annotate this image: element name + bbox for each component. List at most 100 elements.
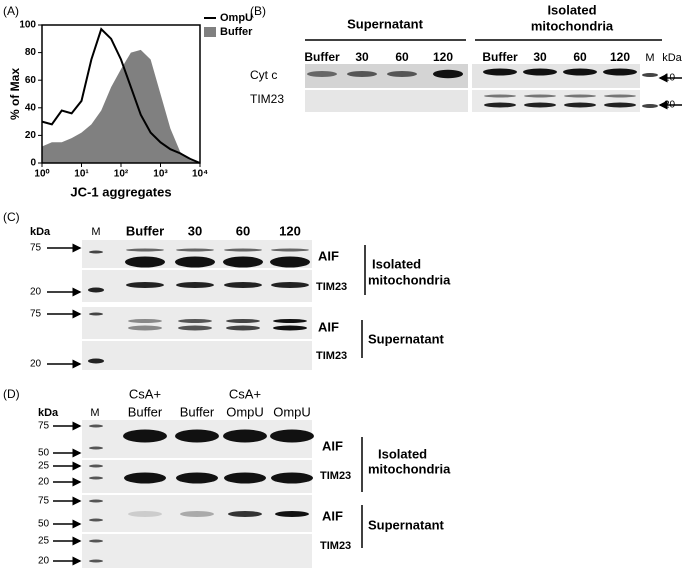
band — [89, 518, 103, 522]
band — [125, 256, 165, 268]
band — [273, 325, 307, 331]
line — [41, 27, 201, 164]
size-label: 50 — [38, 519, 50, 530]
lane-label: Buffer — [126, 223, 164, 238]
band — [270, 429, 314, 443]
area — [42, 49, 200, 164]
band — [226, 319, 260, 323]
band — [564, 94, 596, 98]
blot — [305, 90, 468, 112]
row-label: TIM23 — [250, 92, 284, 106]
legend-label: Buffer — [220, 26, 253, 38]
size-label: 25 — [38, 536, 50, 547]
band — [226, 325, 260, 331]
band — [484, 102, 516, 108]
size-label: 75 — [38, 421, 50, 432]
size-label: 20 — [38, 556, 50, 567]
blot — [82, 534, 312, 568]
band — [307, 71, 337, 77]
group-label: Supernatant — [368, 517, 445, 532]
row-label: AIF — [318, 319, 339, 334]
band — [89, 446, 103, 450]
band — [275, 511, 309, 517]
y-tick-label: 40 — [25, 102, 37, 113]
group-label: mitochondria — [531, 18, 614, 33]
row-label: AIF — [318, 248, 339, 263]
band — [176, 472, 218, 484]
unit-label: kDa — [30, 226, 51, 238]
band — [524, 94, 556, 98]
y-axis-title: % of Max — [8, 68, 22, 120]
size-label: 10 — [664, 73, 676, 84]
row-label: Cyt c — [250, 68, 277, 82]
x-axis-title: JC-1 aggregates — [70, 184, 171, 199]
band — [126, 282, 164, 288]
band — [128, 325, 162, 331]
lane-label: Buffer — [128, 404, 163, 419]
band — [89, 464, 103, 468]
lane-label: 30 — [355, 50, 369, 64]
blot — [82, 307, 312, 339]
y-tick-label: 60 — [25, 75, 37, 86]
size-label: 75 — [30, 309, 42, 320]
band — [224, 248, 262, 252]
lane-label: M — [91, 226, 100, 238]
group-label: Isolated — [378, 446, 427, 461]
size-label: 75 — [38, 496, 50, 507]
x-tick-label: 10⁰ — [34, 169, 49, 180]
size-label: 20 — [38, 477, 50, 488]
lane-label: 120 — [610, 50, 630, 64]
band — [223, 429, 267, 443]
x-tick-label: 10³ — [153, 169, 168, 180]
band — [123, 429, 167, 443]
band — [89, 312, 103, 316]
band — [484, 94, 516, 98]
band — [224, 282, 262, 288]
row-label: TIM23 — [316, 281, 347, 293]
lane-label: OmpU — [273, 404, 311, 419]
band — [273, 319, 307, 323]
lane-label: M — [645, 52, 654, 64]
band — [523, 68, 557, 76]
band — [223, 256, 263, 268]
y-tick-label: 80 — [25, 47, 37, 58]
x-tick-label: 10¹ — [74, 169, 89, 180]
size-label: 75 — [30, 243, 42, 254]
group-label: mitochondria — [368, 461, 451, 476]
size-label: 50 — [38, 448, 50, 459]
band — [89, 250, 103, 254]
size-label: 25 — [38, 461, 50, 472]
group-label: Supernatant — [347, 16, 424, 31]
band — [89, 499, 103, 503]
band — [175, 429, 219, 443]
band — [124, 472, 166, 484]
band — [126, 248, 164, 252]
band — [433, 69, 463, 79]
band — [178, 325, 212, 331]
lane-label: OmpU — [226, 404, 264, 419]
row-label: TIM23 — [320, 470, 351, 482]
band — [176, 248, 214, 252]
group-label: Supernatant — [368, 331, 445, 346]
band — [271, 248, 309, 252]
blot — [472, 64, 640, 88]
band — [642, 104, 658, 108]
lane-label: 60 — [573, 50, 587, 64]
row-label: AIF — [322, 438, 343, 453]
lane-label: 30 — [533, 50, 547, 64]
band — [563, 68, 597, 76]
lane-label: Buffer — [304, 50, 340, 64]
band — [176, 282, 214, 288]
band — [271, 282, 309, 288]
x-tick-label: 10⁴ — [192, 169, 208, 180]
lane-label: 30 — [188, 223, 202, 238]
lane-label: CsA+ — [229, 386, 261, 401]
band — [178, 319, 212, 323]
band — [271, 472, 313, 484]
band — [89, 424, 103, 428]
unit-label: kDa — [38, 407, 59, 419]
band — [270, 256, 310, 268]
band — [89, 559, 103, 563]
unit-label: kDa — [662, 52, 682, 64]
